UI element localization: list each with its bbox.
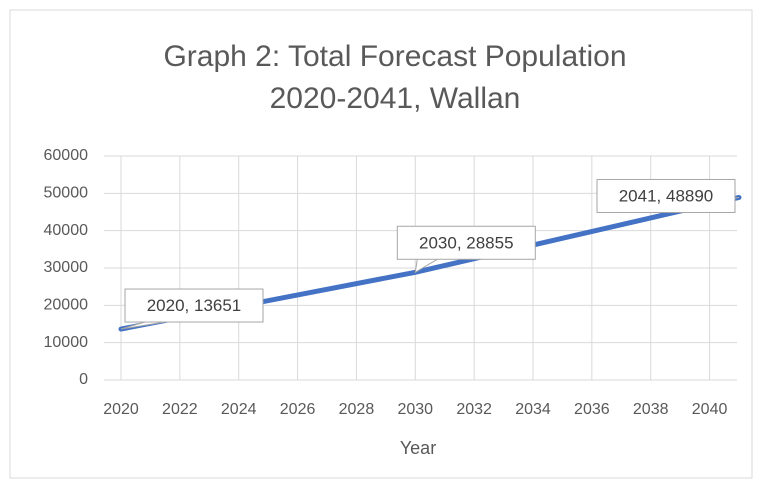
x-tick-label: 2034	[515, 401, 551, 418]
data-label-box	[596, 178, 736, 213]
x-tick-label: 2022	[162, 401, 198, 418]
y-tick-label: 10000	[44, 334, 89, 351]
chart-title: Graph 2: Total Forecast Population	[163, 40, 626, 73]
x-tick-label: 2020	[103, 401, 139, 418]
chart-border	[9, 9, 753, 479]
y-tick-label: 50000	[44, 185, 89, 202]
y-tick-label: 60000	[44, 147, 89, 164]
data-label-box	[396, 225, 536, 260]
y-tick-label: 40000	[44, 222, 89, 239]
data-label: 2020, 13651	[147, 296, 242, 315]
y-tick-label: 0	[79, 371, 88, 388]
x-tick-label: 2028	[339, 401, 375, 418]
data-label-box	[124, 288, 264, 323]
x-tick-label: 2032	[456, 401, 492, 418]
x-tick-label: 2026	[280, 401, 316, 418]
y-tick-label: 20000	[44, 297, 89, 314]
x-tick-label: 2038	[633, 401, 669, 418]
x-axis-title: Year	[400, 438, 436, 458]
x-tick-label: 2030	[397, 401, 433, 418]
data-label: 2030, 28855	[419, 233, 514, 252]
data-label: 2041, 48890	[619, 186, 714, 205]
x-tick-label: 2024	[221, 401, 257, 418]
x-tick-label: 2040	[692, 401, 728, 418]
chart-title: 2020-2041, Wallan	[270, 82, 521, 115]
x-tick-label: 2036	[574, 401, 610, 418]
data-label-callout	[120, 321, 166, 330]
y-tick-label: 30000	[44, 259, 89, 276]
data-label-callout	[414, 258, 438, 274]
